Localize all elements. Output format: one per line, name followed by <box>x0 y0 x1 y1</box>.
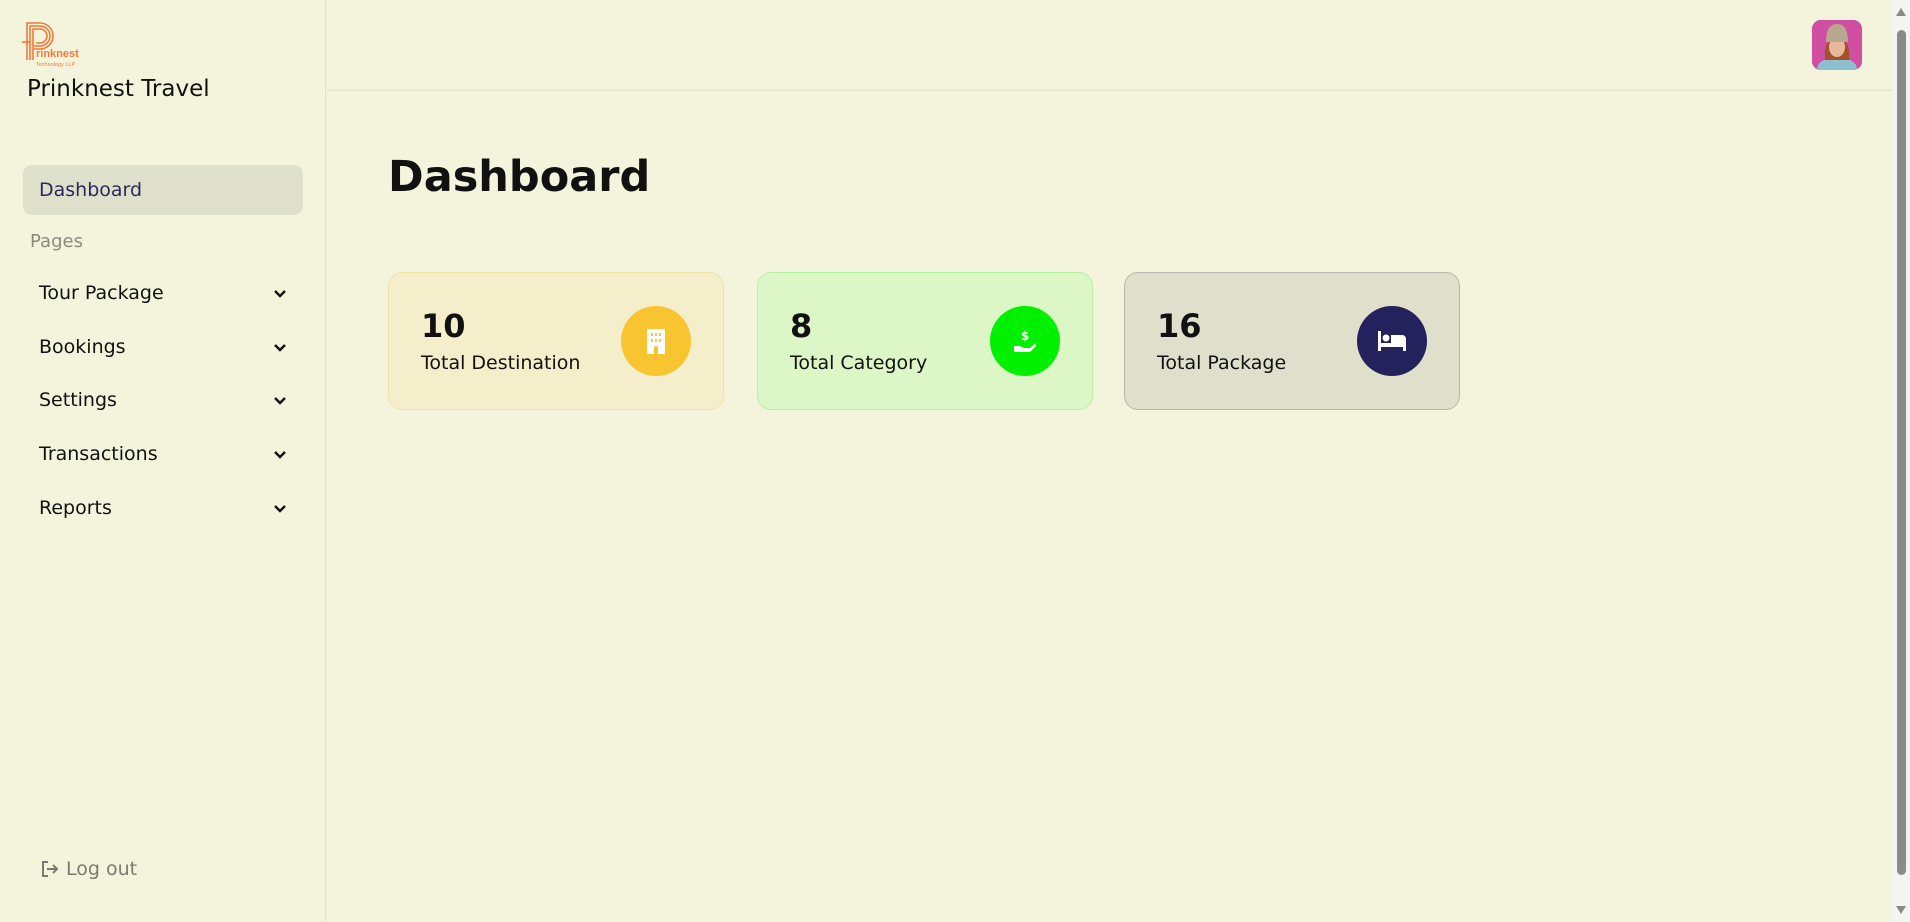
scroll-down-arrow-icon[interactable] <box>1896 906 1906 914</box>
stat-card-total-package: 16 Total Package <box>1124 272 1460 410</box>
chevron-down-icon <box>274 451 286 459</box>
stat-card-total-destination: 10 Total Destination <box>388 272 724 410</box>
stat-label: Total Category <box>790 352 928 374</box>
stat-value: 16 <box>1157 307 1202 345</box>
scrollbar[interactable] <box>1892 0 1910 922</box>
sidebar-item-reports[interactable]: Reports <box>23 483 303 533</box>
sidebar-item-label: Settings <box>39 389 117 411</box>
stat-label: Total Destination <box>421 352 581 374</box>
chevron-down-icon <box>274 290 286 298</box>
stat-label: Total Package <box>1157 352 1287 374</box>
scroll-up-arrow-icon[interactable] <box>1896 8 1906 16</box>
user-avatar[interactable] <box>1812 20 1862 70</box>
sidebar-item-label: Bookings <box>39 336 126 358</box>
sidebar-item-settings[interactable]: Settings <box>23 375 303 425</box>
sidebar-item-label: Transactions <box>39 443 158 465</box>
page-title: Dashboard <box>388 152 651 202</box>
sidebar-item-transactions[interactable]: Transactions <box>23 429 303 479</box>
sidebar-item-label: Dashboard <box>39 179 143 201</box>
sidebar-item-label: Tour Package <box>39 282 164 304</box>
stat-card-total-category: 8 Total Category $ <box>757 272 1093 410</box>
scrollbar-thumb[interactable] <box>1897 30 1906 875</box>
sidebar-item-tour-package[interactable]: Tour Package <box>23 268 303 318</box>
stat-value: 8 <box>790 307 813 345</box>
svg-text:$: $ <box>1021 329 1029 343</box>
stat-value: 10 <box>421 307 466 345</box>
svg-text:rinknest: rinknest <box>36 48 79 60</box>
logout-icon <box>42 861 59 877</box>
company-logo: rinknest Technology LLP <box>22 22 79 68</box>
svg-text:Technology LLP: Technology LLP <box>36 62 75 68</box>
chevron-down-icon <box>274 344 286 352</box>
sidebar: rinknest Technology LLP Prinknest Travel… <box>0 0 326 922</box>
logout-label: Log out <box>66 858 138 880</box>
chevron-down-icon <box>274 397 286 405</box>
chevron-down-icon <box>274 505 286 513</box>
sidebar-item-bookings[interactable]: Bookings <box>23 322 303 372</box>
section-label: Pages <box>30 231 83 252</box>
building-icon <box>621 306 691 376</box>
sidebar-item-dashboard[interactable]: Dashboard <box>23 165 303 215</box>
brand-name: Prinknest Travel <box>27 76 210 102</box>
top-header <box>327 0 1892 91</box>
logout-button[interactable]: Log out <box>40 858 137 880</box>
sidebar-item-label: Reports <box>39 497 112 519</box>
hand-dollar-icon: $ <box>990 306 1060 376</box>
bed-icon <box>1357 306 1427 376</box>
